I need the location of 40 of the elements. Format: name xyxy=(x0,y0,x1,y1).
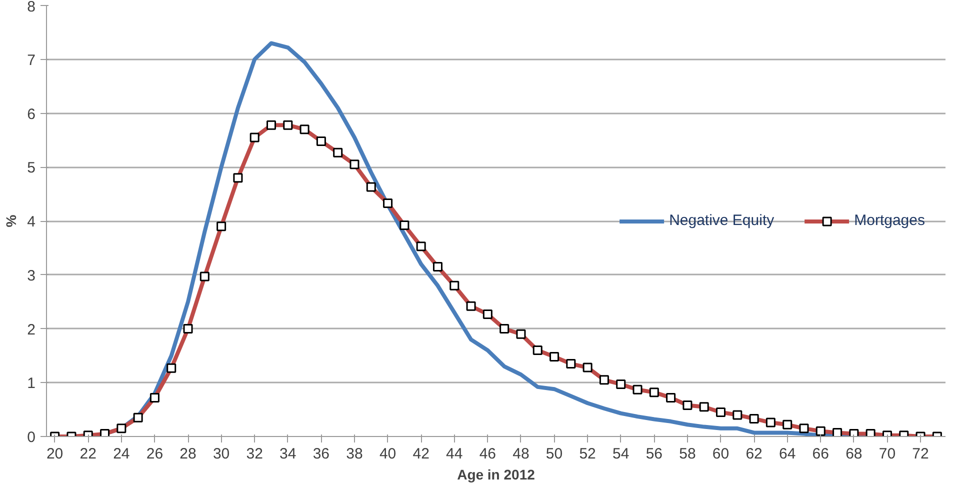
x-tick-label: 58 xyxy=(679,446,696,462)
x-tick-label: 32 xyxy=(246,446,263,462)
x-tick-label: 30 xyxy=(212,446,230,462)
x-tick-label: 46 xyxy=(479,446,496,462)
x-tick-label: 64 xyxy=(779,446,796,462)
y-tick-label: 2 xyxy=(27,321,36,338)
y-tick-label: 3 xyxy=(27,267,36,284)
x-tick-label: 66 xyxy=(812,446,829,462)
legend-label: Negative Equity xyxy=(669,212,774,229)
x-tick-label: 54 xyxy=(612,446,630,462)
x-tick-label: 52 xyxy=(579,446,596,462)
x-tick-label: 68 xyxy=(846,446,862,462)
x-tick-label: 42 xyxy=(412,446,430,462)
y-tick-label: 5 xyxy=(27,160,36,177)
legend-label: Mortgages xyxy=(854,212,925,229)
x-tick-label: 22 xyxy=(80,446,96,462)
x-tick-label: 40 xyxy=(379,446,396,462)
x-tick-label: 56 xyxy=(646,446,663,462)
y-tick-label: 6 xyxy=(27,106,36,123)
x-tick-label: 50 xyxy=(546,446,563,462)
x-tick-label: 24 xyxy=(113,446,130,462)
x-tick-label: 72 xyxy=(912,446,929,462)
x-tick-label: 28 xyxy=(180,446,196,462)
x-tick-label: 62 xyxy=(746,446,762,462)
x-tick-label: 26 xyxy=(146,446,164,462)
x-tick-label: 38 xyxy=(346,446,363,462)
y-tick-label: 0 xyxy=(27,429,36,446)
x-tick-label: 36 xyxy=(312,446,330,462)
x-tick-label: 20 xyxy=(46,446,64,462)
x-tick-label: 60 xyxy=(712,446,730,462)
x-axis-title: Age in 2012 xyxy=(457,466,536,482)
y-tick-label: 4 xyxy=(27,214,36,230)
x-tick-label: 34 xyxy=(280,446,296,462)
y-tick-label: 8 xyxy=(27,0,36,16)
x-tick-label: 70 xyxy=(878,446,896,462)
y-tick-label: 7 xyxy=(27,52,36,69)
x-tick-label: 48 xyxy=(512,446,530,462)
x-tick-label: 44 xyxy=(446,446,463,462)
y-axis-title: % xyxy=(3,214,20,228)
y-tick-label: 1 xyxy=(27,375,36,392)
